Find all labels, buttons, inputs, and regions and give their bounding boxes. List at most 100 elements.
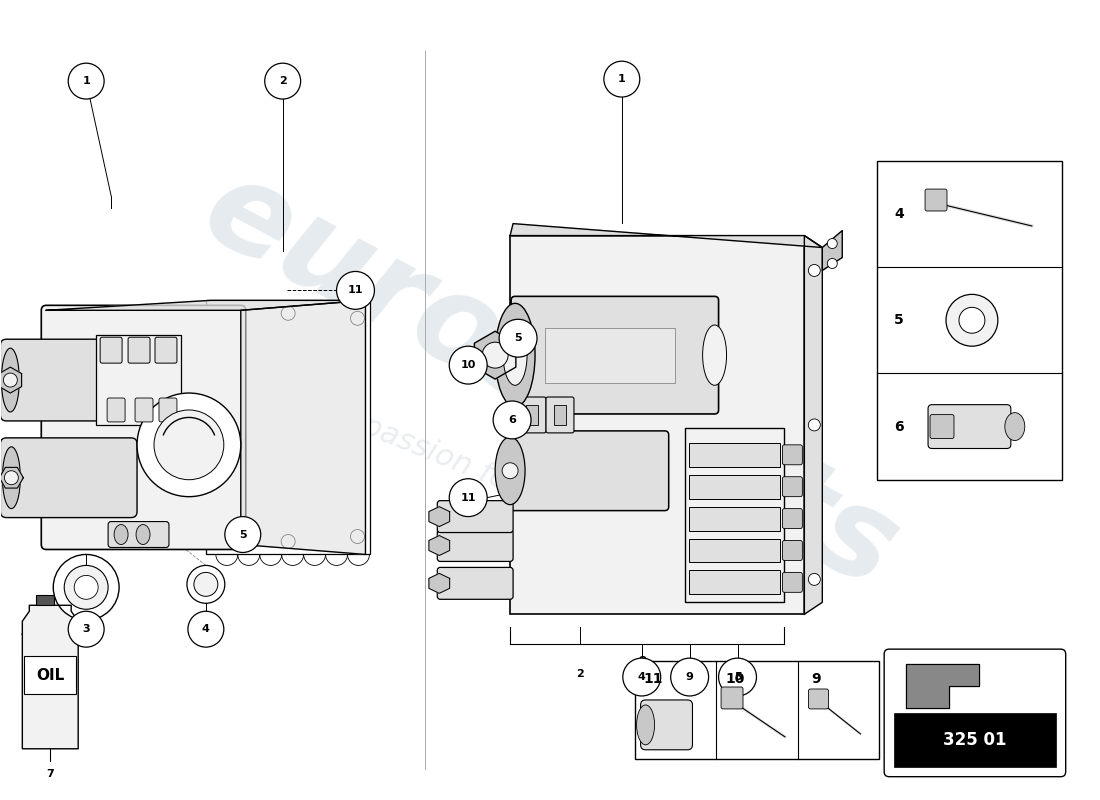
Polygon shape [804, 235, 823, 614]
FancyBboxPatch shape [42, 306, 245, 550]
Text: 6: 6 [508, 415, 516, 425]
Circle shape [265, 63, 300, 99]
Ellipse shape [503, 325, 527, 386]
Circle shape [74, 575, 98, 599]
Circle shape [827, 258, 837, 269]
Text: 2: 2 [278, 76, 287, 86]
FancyBboxPatch shape [506, 431, 669, 510]
FancyBboxPatch shape [438, 567, 513, 599]
Polygon shape [429, 574, 450, 594]
FancyBboxPatch shape [782, 572, 802, 592]
Circle shape [623, 658, 661, 696]
Circle shape [64, 566, 108, 610]
Ellipse shape [1004, 413, 1025, 441]
Text: 4: 4 [202, 624, 210, 634]
Polygon shape [0, 467, 23, 488]
Circle shape [827, 238, 837, 249]
Circle shape [4, 470, 19, 485]
FancyBboxPatch shape [782, 445, 802, 465]
FancyBboxPatch shape [100, 338, 122, 363]
FancyBboxPatch shape [782, 541, 802, 561]
Bar [877, 161, 1062, 480]
FancyBboxPatch shape [782, 509, 802, 529]
FancyBboxPatch shape [512, 296, 718, 414]
FancyBboxPatch shape [930, 414, 954, 438]
Circle shape [212, 530, 226, 543]
Circle shape [482, 342, 508, 368]
Ellipse shape [703, 325, 727, 386]
Circle shape [187, 566, 224, 603]
Ellipse shape [136, 525, 150, 545]
Text: 11: 11 [348, 286, 363, 295]
Bar [635, 661, 879, 758]
Circle shape [493, 401, 531, 439]
Circle shape [68, 63, 104, 99]
FancyBboxPatch shape [518, 397, 546, 433]
Text: 7: 7 [46, 769, 54, 778]
Text: 5: 5 [734, 672, 741, 682]
FancyBboxPatch shape [0, 438, 138, 518]
Circle shape [154, 410, 223, 480]
Polygon shape [46, 300, 365, 310]
Text: 8: 8 [638, 656, 646, 666]
Circle shape [282, 306, 295, 320]
Text: 3: 3 [82, 624, 90, 634]
Text: 9: 9 [812, 672, 822, 686]
Bar [689, 506, 780, 530]
Polygon shape [0, 367, 22, 393]
FancyBboxPatch shape [107, 398, 125, 422]
FancyBboxPatch shape [108, 522, 169, 547]
Circle shape [959, 307, 985, 334]
FancyBboxPatch shape [782, 477, 802, 497]
Polygon shape [906, 665, 979, 707]
Circle shape [188, 611, 223, 647]
Bar [689, 570, 780, 594]
Bar [36, 595, 54, 606]
FancyBboxPatch shape [925, 189, 947, 211]
Circle shape [351, 311, 364, 326]
Circle shape [224, 517, 261, 553]
Ellipse shape [495, 437, 525, 505]
Polygon shape [429, 506, 450, 526]
Circle shape [53, 554, 119, 620]
FancyBboxPatch shape [928, 405, 1011, 449]
Circle shape [194, 572, 218, 596]
Text: a passion for parts since 1985: a passion for parts since 1985 [331, 400, 769, 599]
Ellipse shape [2, 447, 20, 509]
Bar [510, 235, 804, 614]
Bar [684, 428, 784, 602]
Ellipse shape [495, 303, 535, 407]
FancyBboxPatch shape [884, 649, 1066, 777]
Circle shape [337, 271, 374, 310]
Text: 11: 11 [644, 672, 663, 686]
Circle shape [671, 658, 708, 696]
Text: 5: 5 [515, 334, 521, 343]
Text: eurosports: eurosports [183, 146, 917, 614]
Circle shape [138, 393, 241, 497]
FancyBboxPatch shape [0, 339, 122, 421]
Circle shape [808, 574, 821, 586]
Circle shape [499, 319, 537, 357]
Circle shape [808, 419, 821, 431]
FancyBboxPatch shape [160, 398, 177, 422]
Bar [206, 300, 371, 554]
Bar [544, 328, 674, 382]
Polygon shape [241, 300, 365, 554]
FancyBboxPatch shape [546, 397, 574, 433]
Circle shape [351, 530, 364, 543]
Circle shape [68, 611, 104, 647]
FancyBboxPatch shape [135, 398, 153, 422]
Ellipse shape [1, 348, 20, 412]
Text: 9: 9 [685, 672, 694, 682]
Circle shape [808, 265, 821, 277]
Text: 5: 5 [239, 530, 246, 539]
Circle shape [502, 462, 518, 478]
Circle shape [604, 61, 640, 97]
FancyBboxPatch shape [155, 338, 177, 363]
Text: 10: 10 [725, 672, 745, 686]
Polygon shape [510, 224, 823, 247]
FancyBboxPatch shape [808, 689, 828, 709]
Bar [689, 443, 780, 466]
FancyBboxPatch shape [722, 687, 742, 709]
Text: 1: 1 [82, 76, 90, 86]
